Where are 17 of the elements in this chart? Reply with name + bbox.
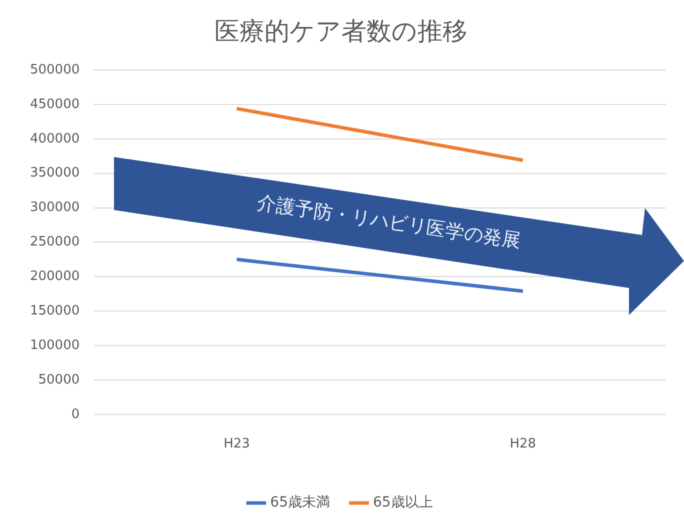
x-tick-label: H28 — [510, 436, 536, 452]
y-tick-label: 300000 — [30, 200, 80, 216]
y-tick-label: 100000 — [30, 338, 80, 353]
annotation: 介護予防・リハビリ医学の発展 — [256, 190, 522, 254]
y-tick-label: 150000 — [30, 303, 80, 318]
y-tick-label: 450000 — [30, 96, 80, 112]
chart-title: 医療的ケア者数の推移 — [214, 16, 468, 46]
y-tick-label: 250000 — [30, 234, 80, 250]
y-tick-label: 200000 — [30, 269, 80, 284]
x-tick-label: H23 — [224, 436, 250, 452]
legend-label: 65歳未満 — [270, 494, 330, 511]
y-tick-label: 0 — [71, 406, 80, 422]
legend-label: 65歳以上 — [373, 494, 433, 511]
y-tick-label: 350000 — [30, 166, 80, 181]
y-tick-label: 500000 — [30, 62, 80, 78]
y-tick-label: 50000 — [38, 372, 80, 388]
y-tick-label: 400000 — [30, 131, 80, 146]
